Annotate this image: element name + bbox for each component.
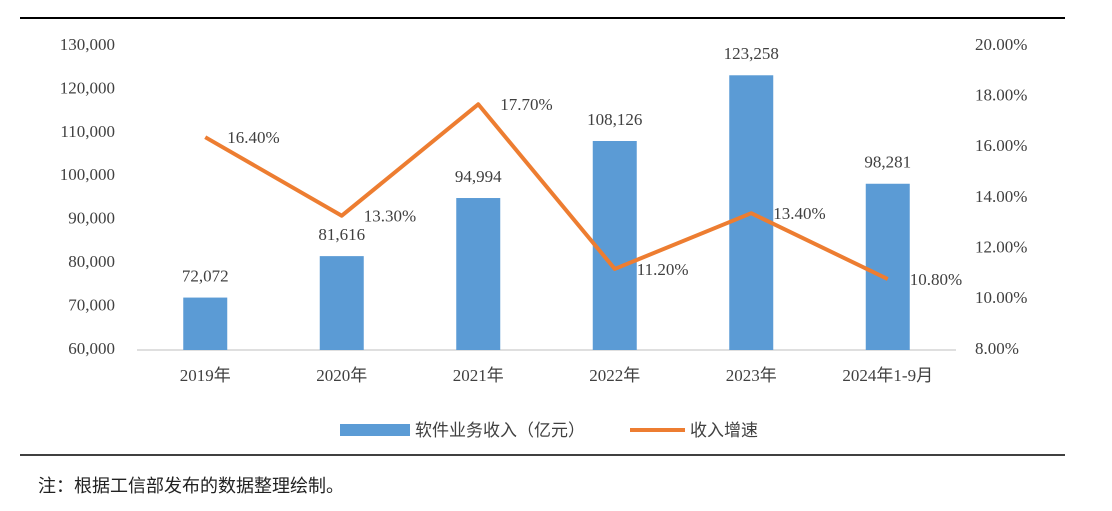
bar-value-label: 123,258: [724, 44, 779, 63]
y-tick-label: 100,000: [60, 165, 115, 184]
bar: [592, 140, 637, 350]
x-tick-label: 2019年: [180, 366, 231, 385]
y-tick-label: 120,000: [60, 78, 115, 97]
bar-value-label: 94,994: [455, 167, 502, 186]
bar: [865, 183, 910, 350]
y2-tick-label: 14.00%: [975, 187, 1027, 206]
line-value-label: 16.40%: [227, 128, 279, 147]
bar-value-label: 108,126: [587, 110, 642, 129]
y2-tick-label: 12.00%: [975, 238, 1027, 257]
line-value-label: 13.30%: [364, 207, 416, 226]
x-tick-label: 2021年: [453, 366, 504, 385]
bar-value-label: 98,281: [864, 153, 911, 172]
x-tick-label: 2022年: [589, 366, 640, 385]
x-tick-label: 2023年: [726, 366, 777, 385]
y-tick-label: 90,000: [68, 209, 115, 228]
y2-tick-label: 18.00%: [975, 86, 1027, 105]
y2-tick-label: 16.00%: [975, 136, 1027, 155]
bar: [319, 256, 364, 350]
bar: [456, 198, 501, 350]
y-tick-label: 110,000: [60, 122, 115, 141]
y-tick-label: 60,000: [68, 339, 115, 358]
y2-tick-label: 20.00%: [975, 35, 1027, 54]
y2-tick-label: 10.00%: [975, 288, 1027, 307]
y-tick-label: 70,000: [68, 295, 115, 314]
bar-value-label: 81,616: [318, 225, 365, 244]
line-value-label: 11.20%: [637, 260, 689, 279]
line-value-label: 10.80%: [910, 270, 962, 289]
x-tick-label: 2024年1-9月: [842, 366, 933, 385]
y-tick-label: 130,000: [60, 35, 115, 54]
bar: [183, 297, 228, 350]
legend-swatch: [340, 424, 410, 436]
legend-label: 软件业务收入（亿元）: [415, 421, 585, 441]
line-value-label: 17.70%: [500, 95, 552, 114]
y-tick-label: 80,000: [68, 252, 115, 271]
line: [204, 102, 889, 281]
legend-label: 收入增速: [690, 421, 758, 441]
bar-value-label: 72,072: [182, 266, 229, 285]
note: 注：根据工信部发布的数据整理绘制。: [38, 476, 344, 497]
line-value-label: 13.40%: [773, 204, 825, 223]
y2-tick-label: 8.00%: [975, 339, 1019, 358]
x-tick-label: 2020年: [316, 366, 367, 385]
